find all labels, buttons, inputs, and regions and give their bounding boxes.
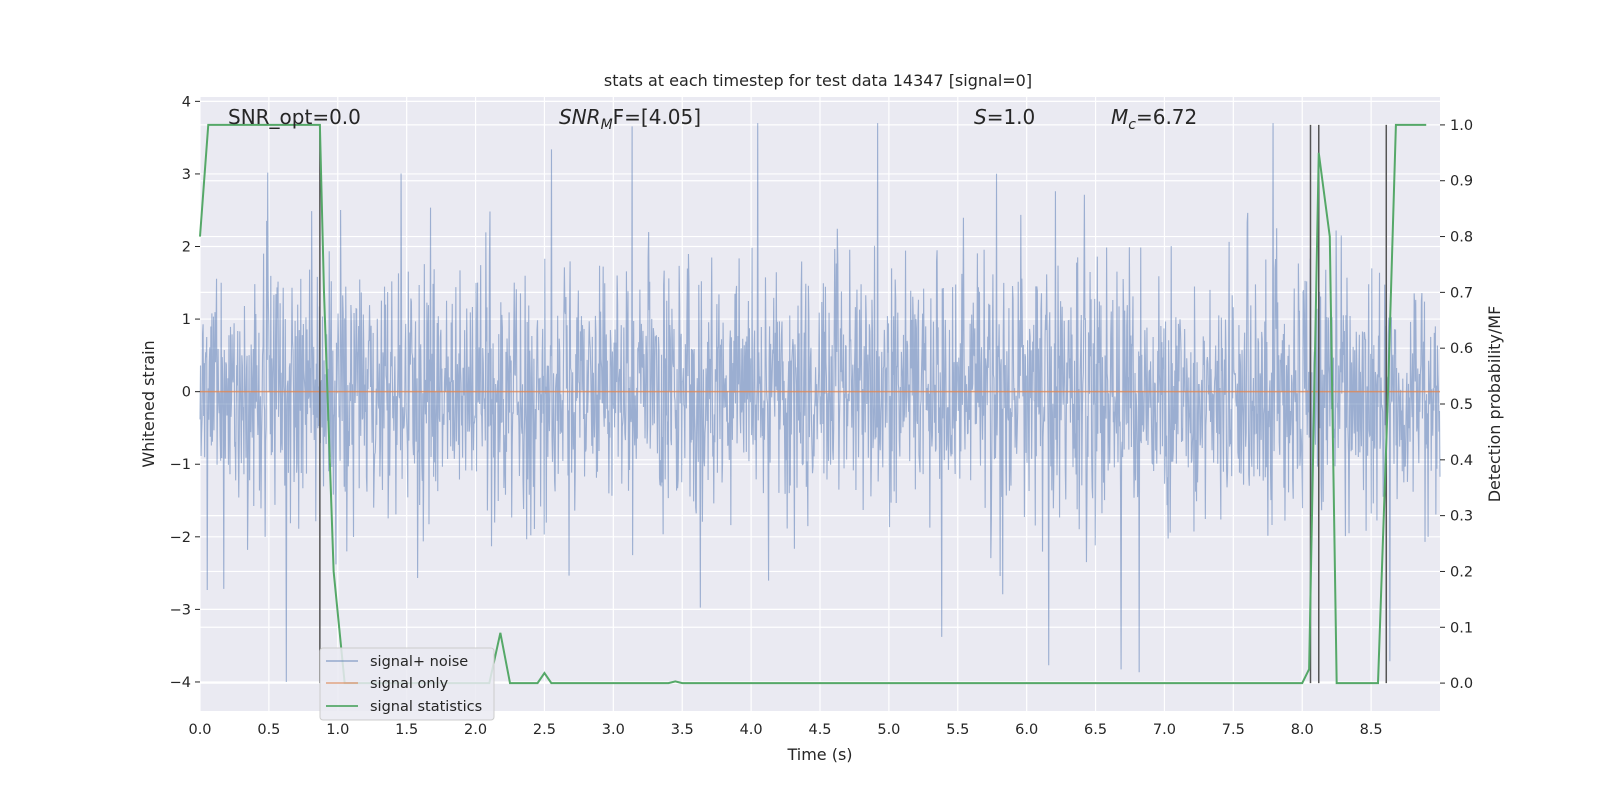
y2-tick-label: 0.3 (1450, 509, 1473, 525)
y-tick-label: −2 (170, 530, 191, 546)
series-signal-noise (199, 123, 1441, 682)
x-tick-label: 7.5 (1222, 722, 1245, 738)
x-tick-label: 0.0 (188, 722, 211, 738)
x-tick-label: 4.0 (740, 722, 763, 738)
y2-tick-label: 0.6 (1450, 341, 1473, 357)
annotation-mc-sub: c (1128, 117, 1136, 133)
annotation-snr-mf-sub: M (601, 117, 613, 133)
annotation-snr-mf-rest: F=[4.05] (613, 105, 701, 129)
x-tick-label: 4.5 (808, 722, 831, 738)
legend: signal+ noise signal only signal statist… (319, 647, 495, 721)
series-signal-statistics (199, 123, 1427, 685)
y-tick-label: −1 (170, 457, 191, 473)
y2-tick-label: 0.9 (1450, 174, 1473, 190)
y-tick-label: 3 (182, 167, 191, 183)
y2-tick-label: 0.4 (1450, 453, 1473, 469)
y-tick-label: −4 (170, 675, 191, 691)
x-tick-label: 6.5 (1084, 722, 1107, 738)
x-tick-label: 7.0 (1153, 722, 1176, 738)
legend-frame (319, 647, 495, 721)
annotation-s: S=1.0 (974, 105, 1035, 129)
annotation-mc-main: M (1111, 105, 1128, 129)
legend-label-signal-statistics: signal statistics (370, 699, 482, 715)
x-tick-label: 8.0 (1291, 722, 1314, 738)
x-tick-label: 3.5 (671, 722, 694, 738)
y-tick-label: 2 (182, 240, 191, 256)
legend-label-signal-noise: signal+ noise (370, 654, 468, 670)
x-axis-ticks: 0.0 0.5 1.0 1.5 2.0 2.5 3.0 3.5 4.0 4.5 5.0 5.5 6.0 6… (188, 722, 1382, 738)
y2-tick-label: 0.0 (1450, 676, 1473, 692)
x-tick-label: 2.5 (533, 722, 556, 738)
annotation-s-rest: =1.0 (987, 105, 1036, 129)
y2-tick-label: 0.1 (1450, 620, 1473, 636)
y2-axis-label: Detection probability/MF (1485, 306, 1504, 503)
y-tick-label: −3 (170, 602, 191, 618)
annotation-snr-mf: SNRMF=[4.05] (559, 105, 701, 133)
x-tick-label: 6.0 (1015, 722, 1038, 738)
x-tick-label: 5.0 (877, 722, 900, 738)
y-axis-ticks: −4 −3 −2 −1 0 1 2 3 4 (170, 94, 200, 691)
y-tick-label: 4 (182, 94, 191, 110)
y2-axis-ticks: 0.0 0.1 0.2 0.3 0.4 0.5 0.6 0.7 0.8 0.9 1.0 (1440, 118, 1473, 692)
annotation-mc: Mc=6.72 (1111, 105, 1197, 133)
annotation-mc-rest: =6.72 (1136, 105, 1197, 129)
x-tick-label: 8.5 (1360, 722, 1383, 738)
annotation-snr-mf-main: SNR (559, 105, 601, 129)
x-tick-label: 0.5 (257, 722, 280, 738)
x-tick-label: 3.0 (602, 722, 625, 738)
x-tick-label: 1.0 (326, 722, 349, 738)
y-tick-label: 1 (182, 312, 191, 328)
y-tick-label: 0 (182, 385, 191, 401)
x-axis-label: Time (s) (786, 745, 852, 764)
y2-tick-label: 0.5 (1450, 397, 1473, 413)
annotations: SNR_opt=0.0 SNRMF=[4.05] S=1.0 Mc=6.72 (228, 105, 1197, 133)
y2-tick-label: 0.7 (1450, 285, 1473, 301)
chart-title: stats at each timestep for test data 143… (604, 71, 1032, 90)
legend-label-signal-only: signal only (370, 676, 449, 692)
statistics-line (199, 123, 1427, 685)
noise-line (199, 123, 1441, 682)
annotation-snr-opt: SNR_opt=0.0 (228, 105, 361, 129)
y2-tick-label: 1.0 (1450, 118, 1473, 134)
y2-tick-label: 0.8 (1450, 230, 1473, 246)
x-tick-label: 1.5 (395, 722, 418, 738)
y-axis-label: Whitened strain (139, 340, 158, 467)
annotation-s-main: S (974, 105, 987, 129)
x-tick-label: 5.5 (946, 722, 969, 738)
y2-tick-label: 0.2 (1450, 564, 1473, 580)
x-tick-label: 2.0 (464, 722, 487, 738)
